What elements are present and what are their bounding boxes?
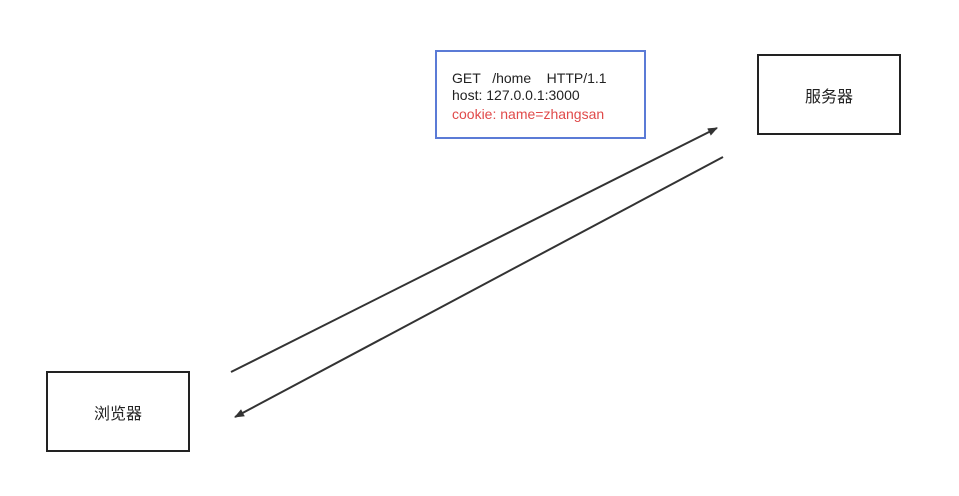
http-request-box: GET /home HTTP/1.1 host: 127.0.0.1:3000 … [435, 50, 646, 139]
request-line: GET /home HTTP/1.1 [452, 70, 607, 86]
cookie-header: cookie: name=zhangsan [452, 106, 605, 122]
browser-node: 浏览器 [46, 371, 190, 452]
browser-label: 浏览器 [93, 403, 142, 423]
server-node: 服务器 [757, 54, 901, 135]
request-arrow [230, 127, 718, 373]
server-label: 服务器 [804, 86, 853, 106]
response-arrow [234, 156, 724, 418]
host-header: host: 127.0.0.1:3000 [452, 87, 580, 103]
